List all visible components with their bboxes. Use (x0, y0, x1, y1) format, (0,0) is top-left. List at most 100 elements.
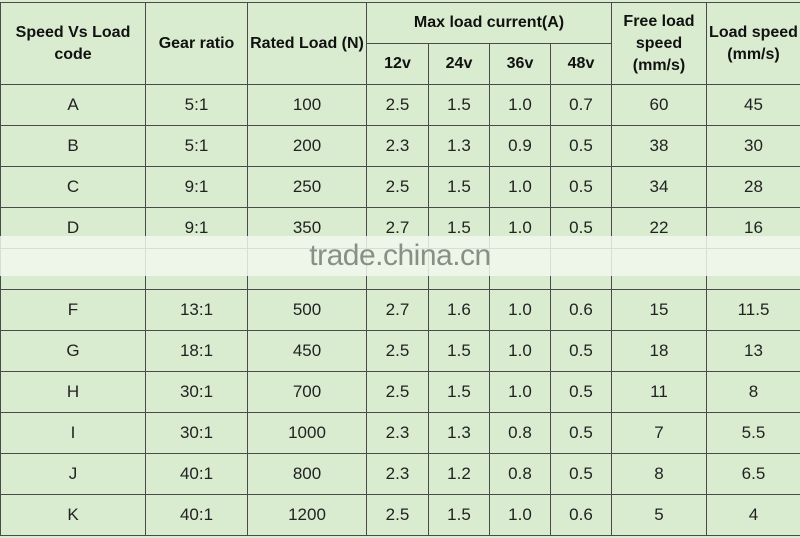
table-cell: 1.5 (428, 330, 490, 372)
table-cell: A (0, 84, 146, 126)
table-cell: 30:1 (145, 371, 248, 413)
table-cell: 0.7 (550, 84, 612, 126)
table-cell: 0.5 (550, 453, 612, 495)
table-row: H 30:1 700 2.5 1.5 1.0 0.5 11 8 (0, 371, 800, 413)
table-cell: 4 (706, 494, 800, 536)
table-cell: 250 (247, 166, 367, 208)
table-cell: H (0, 371, 146, 413)
header-max-current: Max load current(A) (366, 2, 612, 44)
header-24v: 24v (428, 43, 490, 85)
table-cell: 2.5 (366, 330, 429, 372)
table-cell: 0.5 (550, 125, 612, 167)
table-cell: 28 (706, 166, 800, 208)
table-cell: 30 (706, 125, 800, 167)
table-cell: 1.0 (489, 289, 551, 331)
table-cell: B (0, 125, 146, 167)
table-cell: 18 (611, 330, 707, 372)
table-cell: 5.5 (706, 412, 800, 454)
table-cell: 1.2 (428, 453, 490, 495)
table-cell: 1.0 (489, 494, 551, 536)
table-cell: 0.5 (550, 371, 612, 413)
table-cell: 38 (611, 125, 707, 167)
table-cell: 1.5 (428, 494, 490, 536)
table-cell: 0.8 (489, 453, 551, 495)
table-cell: 2.7 (366, 289, 429, 331)
header-code: Speed Vs Load code (0, 2, 146, 85)
table-cell: 1200 (247, 494, 367, 536)
table-row: J 40:1 800 2.3 1.2 0.8 0.5 8 6.5 (0, 453, 800, 495)
table-cell: 2.5 (366, 84, 429, 126)
table-cell: F (0, 289, 146, 331)
table-cell: 60 (611, 84, 707, 126)
table-row: K 40:1 1200 2.5 1.5 1.0 0.6 5 4 (0, 494, 800, 536)
header-free-speed: Free load speed (mm/s) (611, 2, 707, 85)
table-cell: 15 (611, 289, 707, 331)
table-cell: 1.5 (428, 371, 490, 413)
table-cell: 0.6 (550, 494, 612, 536)
header-12v: 12v (366, 43, 429, 85)
table-row: G 18:1 450 2.5 1.5 1.0 0.5 18 13 (0, 330, 800, 372)
header-rated-load: Rated Load (N) (247, 2, 367, 85)
table-cell: 0.9 (489, 125, 551, 167)
header-36v: 36v (489, 43, 551, 85)
table-cell: 40:1 (145, 453, 248, 495)
header-load-speed: Load speed (mm/s) (706, 2, 800, 85)
table-row: C 9:1 250 2.5 1.5 1.0 0.5 34 28 (0, 166, 800, 208)
table-cell: 8 (611, 453, 707, 495)
table-cell: 7 (611, 412, 707, 454)
table-cell: C (0, 166, 146, 208)
table-cell: 13 (706, 330, 800, 372)
table-cell: 1.0 (489, 330, 551, 372)
table-cell: 200 (247, 125, 367, 167)
table-cell: 11.5 (706, 289, 800, 331)
table-cell: 34 (611, 166, 707, 208)
table-cell: 2.5 (366, 494, 429, 536)
table-cell: 5:1 (145, 84, 248, 126)
table-cell: 2.3 (366, 453, 429, 495)
table-row: F 13:1 500 2.7 1.6 1.0 0.6 15 11.5 (0, 289, 800, 331)
table-cell: 13:1 (145, 289, 248, 331)
table-cell: 1.0 (489, 84, 551, 126)
table-cell: 9:1 (145, 166, 248, 208)
table-cell: 5:1 (145, 125, 248, 167)
table-cell: 0.6 (550, 289, 612, 331)
table-cell: 0.5 (550, 166, 612, 208)
table-cell: 0.5 (550, 330, 612, 372)
watermark-band (0, 236, 800, 276)
table-cell: 2.3 (366, 125, 429, 167)
table-cell: 100 (247, 84, 367, 126)
table-cell: 1.5 (428, 166, 490, 208)
table-cell: 0.5 (550, 412, 612, 454)
table-row: B 5:1 200 2.3 1.3 0.9 0.5 38 30 (0, 125, 800, 167)
table-cell: 700 (247, 371, 367, 413)
table-cell: 30:1 (145, 412, 248, 454)
table-cell: 0.8 (489, 412, 551, 454)
table-cell: 1.3 (428, 125, 490, 167)
table-cell: 450 (247, 330, 367, 372)
table-cell: 8 (706, 371, 800, 413)
header-gear-ratio: Gear ratio (145, 2, 248, 85)
table-cell: 1.6 (428, 289, 490, 331)
table-cell: 40:1 (145, 494, 248, 536)
table-cell: I (0, 412, 146, 454)
watermark: trade.china.cn (309, 239, 491, 272)
table-cell: 2.5 (366, 371, 429, 413)
table-cell: 18:1 (145, 330, 248, 372)
table-cell: 1.0 (489, 371, 551, 413)
table-cell: 1.0 (489, 166, 551, 208)
table-cell: 1.5 (428, 84, 490, 126)
header-48v: 48v (550, 43, 612, 85)
table-cell: J (0, 453, 146, 495)
table-cell: 2.3 (366, 412, 429, 454)
table-cell: 11 (611, 371, 707, 413)
table-cell: 6.5 (706, 453, 800, 495)
table-cell: 45 (706, 84, 800, 126)
table-cell: 5 (611, 494, 707, 536)
table-cell: 800 (247, 453, 367, 495)
table-row: I 30:1 1000 2.3 1.3 0.8 0.5 7 5.5 (0, 412, 800, 454)
table-cell: 1000 (247, 412, 367, 454)
table-cell: 2.5 (366, 166, 429, 208)
table-cell: 1.3 (428, 412, 490, 454)
table-row: A 5:1 100 2.5 1.5 1.0 0.7 60 45 (0, 84, 800, 126)
table-cell: 500 (247, 289, 367, 331)
